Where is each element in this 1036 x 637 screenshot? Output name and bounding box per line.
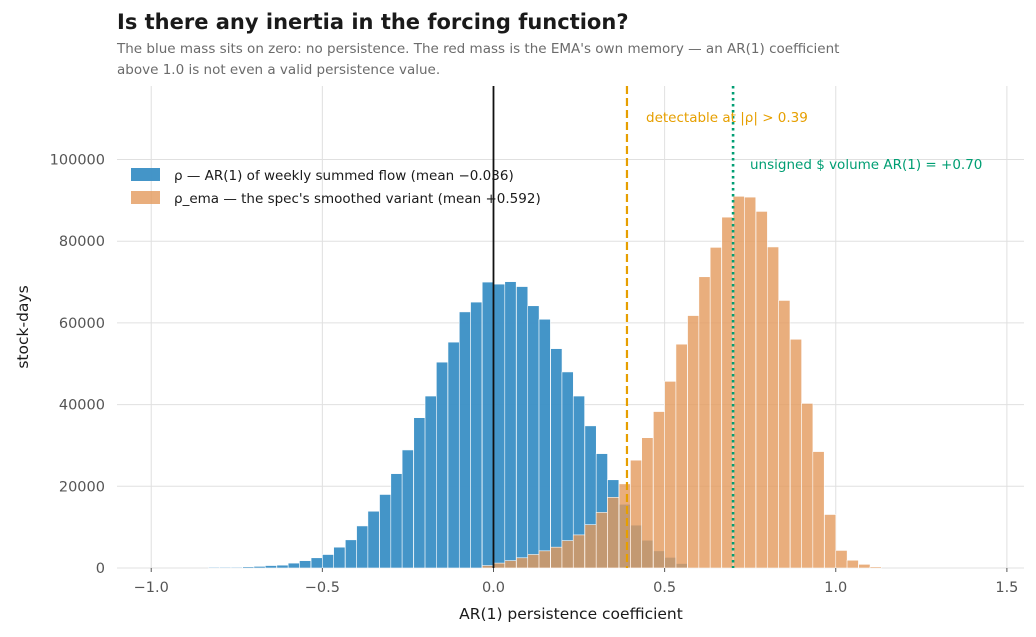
bar-series0-bin-13 [356,525,369,569]
x-tick-label-2: 0.0 [482,580,505,596]
bar-series0-bin-15 [379,494,392,569]
bar-series0-bin-26 [504,281,517,569]
bar-series1-bin-2 [504,560,517,569]
y-tick-label-5: 100000 [50,153,105,169]
histogram-bars [208,195,882,569]
bar-series1-bin-8 [572,534,585,569]
bar-series0-bin-7 [287,562,300,569]
chart-subtitle-line-1: The blue mass sits on zero: no persisten… [116,41,839,57]
y-tick-label-4: 80000 [59,234,105,250]
bar-series0-bin-19 [424,395,437,569]
legend-label-ema: ρ_ema — the spec's smoothed variant (mea… [174,191,541,207]
bar-series0-bin-2 [230,566,243,569]
bar-series0-bin-4 [253,566,266,569]
bar-series1-bin-23 [744,196,757,569]
bar-series1-bin-0 [481,565,494,569]
bar-series1-bin-22 [732,195,745,569]
bar-series1-bin-11 [607,497,620,569]
bar-series0-bin-16 [390,473,403,569]
bar-series1-bin-21 [721,216,734,569]
bar-series1-bin-32 [846,559,859,569]
bar-series0-bin-11 [333,546,346,569]
bar-series0-bin-23 [470,301,483,569]
bar-series0-bin-6 [276,564,289,569]
bar-series1-bin-19 [698,276,711,569]
chart-subtitle-line-2: above 1.0 is not even a valid persistenc… [117,62,440,78]
legend-label-flow: ρ — AR(1) of weekly summed flow (mean −0… [174,168,514,184]
bar-series1-bin-5 [538,550,551,569]
bar-series0-bin-31 [561,371,574,569]
bar-series1-bin-16 [664,381,677,569]
bar-series1-bin-29 [812,451,825,569]
bar-series0-bin-10 [322,554,335,569]
bar-series0-bin-22 [458,311,471,569]
legend-swatch-flow [131,168,160,181]
bar-series1-bin-26 [778,300,791,569]
detectability-annotation: detectable at |ρ| > 0.39 [646,110,808,126]
bar-series1-bin-10 [595,512,608,569]
bar-series0-bin-30 [550,348,563,569]
x-tick-label-5: 1.5 [995,580,1018,596]
bar-series1-bin-30 [824,514,837,569]
bar-series0-bin-1 [219,566,232,569]
x-tick-label-4: 1.0 [824,580,847,596]
bar-series0-bin-5 [264,565,277,569]
x-axis-title: AR(1) persistence coefficient [459,605,683,623]
bar-series1-bin-13 [630,459,643,569]
bar-series1-bin-12 [618,483,631,569]
bar-series0-bin-20 [436,361,449,569]
bar-series0-bin-8 [299,560,312,569]
x-tick-label-3: 0.5 [653,580,676,596]
chart-title: Is there any inertia in the forcing func… [117,10,629,34]
bar-series1-bin-34 [869,566,882,569]
y-tick-label-1: 20000 [59,479,105,495]
bar-series0-bin-9 [310,557,323,569]
y-tick-label-2: 40000 [59,398,105,414]
bar-series0-bin-18 [413,417,426,569]
legend: ρ — AR(1) of weekly summed flow (mean −0… [131,168,541,207]
y-axis-title: stock-days [14,285,32,368]
bar-series0-bin-29 [538,318,551,569]
bar-series1-bin-1 [493,562,506,569]
bar-series1-bin-7 [561,540,574,569]
bar-series0-bin-25 [493,283,506,569]
y-tick-label-0: 0 [96,561,105,577]
bar-series1-bin-20 [709,247,722,569]
bar-series0-bin-0 [208,566,221,569]
bar-series1-bin-28 [801,403,814,569]
bar-series1-bin-18 [687,315,700,569]
bar-series0-bin-17 [401,449,414,569]
bar-series0-bin-12 [344,539,357,569]
bar-series1-bin-4 [527,554,540,569]
bar-series0-bin-28 [527,305,540,569]
bar-series1-bin-24 [755,211,768,569]
bar-series0-bin-14 [367,510,380,569]
bar-series1-bin-15 [653,411,666,569]
y-tick-label-3: 60000 [59,316,105,332]
bar-series0-bin-24 [481,281,494,569]
bar-series1-bin-3 [516,557,529,569]
bar-series0-bin-3 [242,566,255,569]
x-tick-label-1: −0.5 [305,580,340,596]
bar-series1-bin-25 [767,246,779,569]
bar-series0-bin-27 [516,286,529,569]
bar-series1-bin-33 [858,564,871,569]
bar-series1-bin-14 [641,437,654,569]
bar-series1-bin-27 [789,338,802,569]
volume-ar1-annotation: unsigned $ volume AR(1) = +0.70 [750,157,982,173]
bar-series1-bin-31 [835,550,848,569]
bar-series0-bin-21 [447,341,460,569]
reference-lines [492,86,735,568]
legend-swatch-ema [131,191,160,204]
axis-ticks: −1.0 −0.5 0.0 0.5 1.0 1.5 0 20000 40000 60000 8000… [50,153,1019,596]
bar-series1-bin-17 [675,343,688,569]
bar-series1-bin-6 [550,546,563,569]
x-tick-label-0: −1.0 [134,580,169,596]
bar-series1-bin-9 [584,524,597,569]
